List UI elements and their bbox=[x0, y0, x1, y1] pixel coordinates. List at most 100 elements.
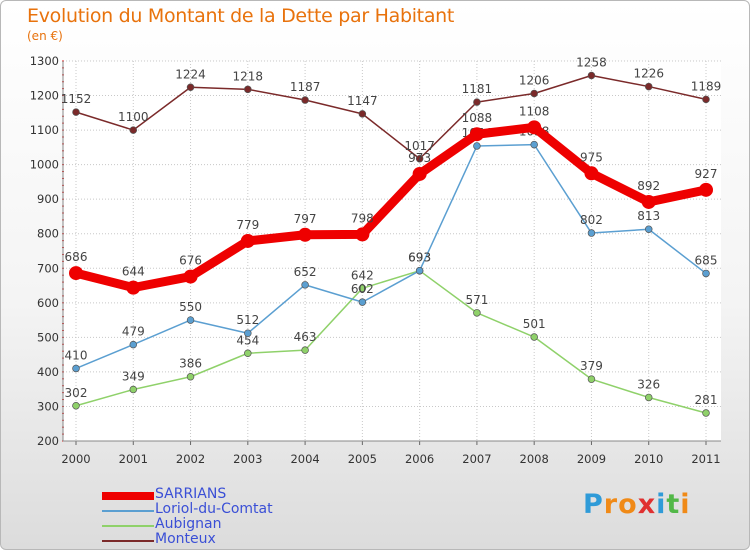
data-label-sarrians: 779 bbox=[236, 218, 259, 232]
data-point-monteux bbox=[415, 155, 424, 163]
data-label-sarrians: 975 bbox=[580, 150, 603, 164]
x-tick-label: 2010 bbox=[634, 452, 663, 466]
plot-area bbox=[63, 61, 721, 441]
data-label-aubignan: 571 bbox=[465, 293, 488, 307]
data-label-loriol-du-comtat: 410 bbox=[65, 348, 88, 362]
data-point-monteux bbox=[358, 110, 367, 118]
data-label-sarrians: 973 bbox=[408, 151, 431, 165]
data-label-sarrians: 676 bbox=[179, 254, 202, 268]
data-point-sarrians bbox=[527, 120, 542, 135]
y-tick-label: 1200 bbox=[30, 89, 59, 103]
data-label-aubignan: 349 bbox=[122, 370, 145, 384]
data-label-loriol-du-comtat: 479 bbox=[122, 325, 145, 339]
unit-label: (en €) bbox=[27, 29, 63, 43]
data-point-monteux bbox=[72, 108, 80, 116]
x-tick-label: 2006 bbox=[405, 452, 434, 466]
data-label-aubignan: 326 bbox=[637, 377, 660, 391]
data-point-loriol-du-comtat bbox=[587, 229, 596, 237]
data-point-sarrians bbox=[641, 194, 656, 209]
data-label-sarrians: 797 bbox=[294, 212, 317, 226]
data-label-loriol-du-comtat: 802 bbox=[580, 213, 603, 227]
logo-letter: t bbox=[666, 489, 681, 520]
data-label-monteux: 1100 bbox=[118, 110, 149, 124]
data-label-aubignan: 454 bbox=[236, 333, 259, 347]
data-label-loriol-du-comtat: 550 bbox=[179, 300, 202, 314]
data-point-aubignan bbox=[644, 393, 653, 402]
y-tick-label: 600 bbox=[37, 296, 59, 310]
series-line-loriol-du-comtat bbox=[75, 143, 707, 370]
data-point-loriol-du-comtat bbox=[473, 142, 481, 150]
y-tick-label: 800 bbox=[37, 227, 59, 241]
logo-letter: x bbox=[637, 489, 657, 520]
data-label-loriol-du-comtat: 693 bbox=[408, 251, 431, 265]
data-label-sarrians: 892 bbox=[637, 179, 660, 193]
series-line-aubignan bbox=[75, 269, 707, 414]
x-tick-label: 2003 bbox=[233, 452, 262, 466]
data-point-sarrians bbox=[355, 227, 370, 242]
logo-letter: o bbox=[618, 489, 638, 520]
data-point-aubignan bbox=[473, 309, 481, 317]
data-point-aubignan bbox=[301, 346, 309, 354]
data-label-monteux: 1152 bbox=[61, 92, 92, 106]
data-label-aubignan: 281 bbox=[695, 393, 718, 407]
data-label-sarrians: 644 bbox=[122, 265, 145, 279]
y-tick-label: 500 bbox=[37, 330, 59, 344]
y-tick-label: 300 bbox=[37, 399, 59, 413]
data-point-sarrians bbox=[699, 182, 713, 197]
y-tick-label: 1000 bbox=[30, 158, 59, 172]
logo-letter: r bbox=[603, 489, 619, 520]
data-label-monteux: 1226 bbox=[633, 67, 664, 81]
data-point-sarrians bbox=[298, 227, 313, 242]
data-point-loriol-du-comtat bbox=[129, 340, 138, 349]
data-label-monteux: 1258 bbox=[576, 56, 607, 70]
x-tick-label: 2009 bbox=[577, 452, 606, 466]
x-tick-label: 2005 bbox=[348, 452, 377, 466]
data-label-monteux: 1147 bbox=[347, 94, 378, 108]
data-point-aubignan bbox=[72, 402, 80, 410]
data-point-loriol-du-comtat bbox=[358, 298, 367, 306]
data-point-monteux bbox=[301, 96, 309, 104]
series-line-sarrians bbox=[74, 122, 707, 293]
logo-letter: P bbox=[583, 489, 604, 520]
data-point-aubignan bbox=[244, 349, 252, 358]
data-label-monteux: 1017 bbox=[404, 139, 435, 153]
y-tick-label: 200 bbox=[37, 434, 59, 448]
data-point-loriol-du-comtat bbox=[702, 269, 710, 278]
data-point-sarrians bbox=[126, 280, 141, 295]
data-point-monteux bbox=[129, 126, 138, 134]
data-point-monteux bbox=[702, 95, 710, 104]
data-point-loriol-du-comtat bbox=[186, 316, 195, 324]
data-point-aubignan bbox=[587, 375, 596, 383]
data-point-sarrians bbox=[69, 266, 83, 281]
data-label-sarrians: 686 bbox=[65, 250, 88, 264]
y-tick-label: 900 bbox=[37, 192, 59, 206]
legend-label-aubignan: Aubignan bbox=[155, 516, 222, 532]
data-point-monteux bbox=[644, 82, 653, 91]
data-point-sarrians bbox=[412, 166, 427, 181]
y-tick-label: 400 bbox=[37, 365, 59, 379]
data-label-sarrians: 1108 bbox=[519, 104, 550, 118]
data-label-monteux: 1189 bbox=[691, 79, 722, 93]
data-point-aubignan bbox=[530, 333, 538, 341]
legend-label-sarrians: SARRIANS bbox=[155, 486, 227, 502]
proxiti-logo: Proxiti bbox=[583, 489, 691, 520]
data-label-aubignan: 386 bbox=[179, 357, 202, 371]
data-point-loriol-du-comtat bbox=[530, 140, 538, 149]
legend-swatch-aubignan bbox=[102, 525, 154, 527]
x-tick-label: 2000 bbox=[61, 452, 90, 466]
data-point-loriol-du-comtat bbox=[244, 329, 252, 337]
logo-letter: i bbox=[656, 489, 667, 520]
data-point-loriol-du-comtat bbox=[644, 225, 653, 233]
data-label-monteux: 1206 bbox=[519, 73, 550, 87]
data-label-aubignan: 302 bbox=[65, 386, 88, 400]
data-label-loriol-du-comtat: 685 bbox=[695, 253, 718, 267]
x-tick-label: 2002 bbox=[176, 452, 205, 466]
data-label-aubignan: 693 bbox=[408, 251, 431, 265]
legend-swatch-sarrians bbox=[102, 492, 154, 500]
data-point-loriol-du-comtat bbox=[72, 364, 80, 373]
data-label-aubignan: 379 bbox=[580, 359, 603, 373]
data-point-monteux bbox=[587, 71, 596, 80]
data-point-monteux bbox=[244, 85, 252, 94]
